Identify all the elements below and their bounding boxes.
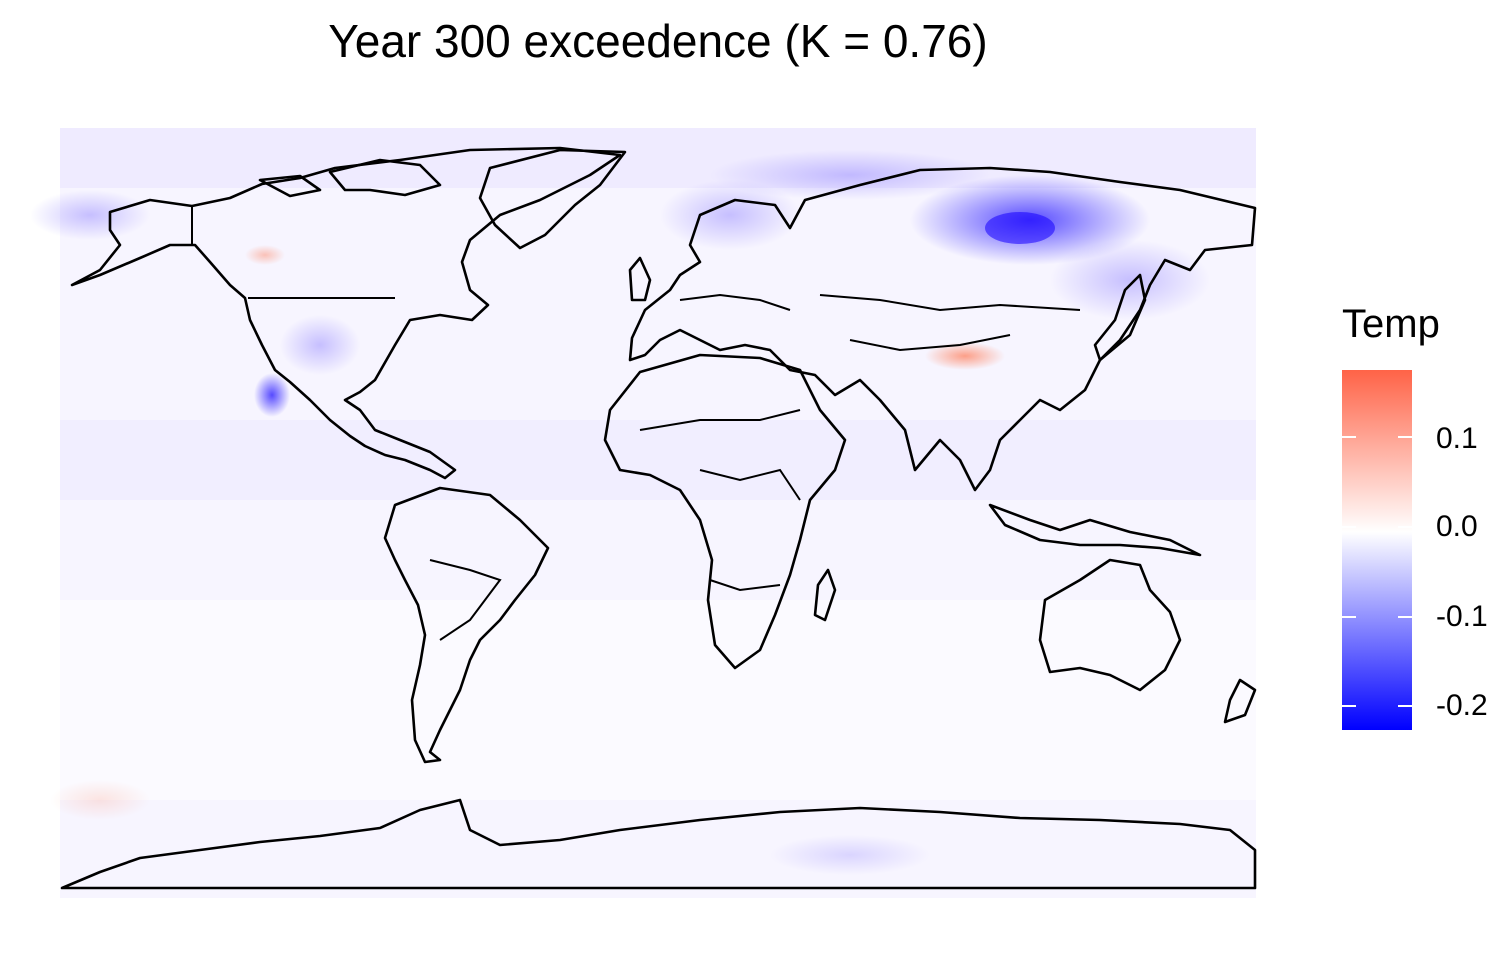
border-asia-1 (819, 294, 1081, 312)
anomaly-arctic-europe (710, 150, 990, 200)
outline-north-america (70, 146, 622, 480)
legend-tick-label: 0.1 (1436, 422, 1478, 455)
field-band-tropics (60, 420, 1256, 500)
anomaly-western-us (280, 315, 360, 375)
anomaly-siberia-core (985, 212, 1055, 244)
outline-africa (603, 353, 847, 670)
border-africa-north (639, 409, 801, 431)
legend-title: Temp (1342, 302, 1440, 346)
outline-canadian-archipelago (258, 158, 442, 198)
outline-britain (628, 256, 652, 302)
legend-tick-label: -0.1 (1436, 600, 1488, 633)
outline-new-zealand (1223, 678, 1257, 724)
anomaly-south-pacific (50, 780, 150, 820)
outline-europe-asia (628, 166, 1257, 492)
border-south-america (429, 559, 502, 641)
outline-australia (1038, 558, 1182, 692)
legend-colorbar (1342, 370, 1412, 730)
anomaly-canada (245, 245, 285, 265)
anomaly-alaska (30, 190, 150, 240)
legend-ticks (1342, 436, 1412, 707)
anomaly-baja (254, 373, 290, 417)
outline-japan (1093, 273, 1147, 362)
outline-south-america (383, 486, 550, 764)
border-africa-central (699, 468, 801, 501)
anomaly-antarctic (770, 835, 930, 875)
outline-greenland (478, 148, 627, 250)
border-africa-south (709, 579, 781, 592)
outline-antarctica (60, 798, 1257, 890)
field-band-south (60, 600, 1256, 800)
coastlines (60, 146, 1257, 890)
border-europe (679, 293, 791, 311)
anomaly-east-asia (1050, 240, 1210, 320)
outline-madagascar (813, 568, 837, 622)
legend-tick-label: -0.2 (1436, 689, 1488, 722)
chart-title: Year 300 exceedence (K = 0.76) (328, 15, 988, 67)
legend-tick-label: 0.0 (1436, 510, 1478, 543)
border-asia-2 (849, 334, 1011, 352)
country-borders (191, 206, 1081, 641)
anomaly-tibet (925, 342, 1005, 370)
outline-indonesia (988, 503, 1202, 557)
